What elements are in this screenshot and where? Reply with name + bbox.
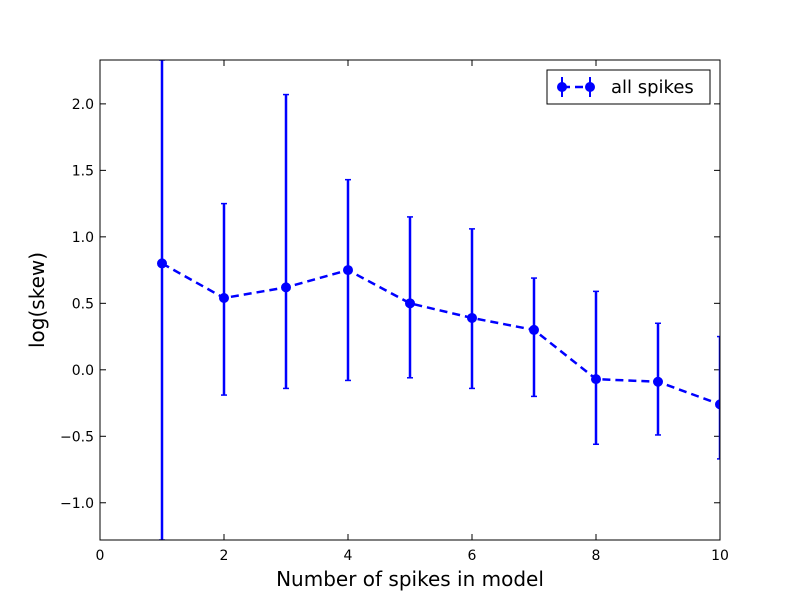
data-point xyxy=(591,374,601,385)
data-point xyxy=(343,265,353,276)
legend-marker-left xyxy=(557,82,567,92)
x-tick-label: 0 xyxy=(96,548,105,564)
y-tick-label: 2.0 xyxy=(72,97,94,113)
x-tick-label: 8 xyxy=(592,548,601,564)
x-tick-label: 6 xyxy=(468,548,477,564)
x-axis-ticks: 0 2 4 6 8 10 xyxy=(96,60,729,564)
x-tick-label: 10 xyxy=(711,548,729,564)
data-point xyxy=(653,376,663,387)
data-point xyxy=(281,282,291,293)
x-tick-label: 4 xyxy=(344,548,353,564)
y-tick-label: −1.0 xyxy=(60,496,94,512)
data-point xyxy=(405,298,415,309)
data-point xyxy=(529,324,539,335)
data-points xyxy=(157,258,720,410)
y-tick-label: 0.5 xyxy=(72,296,94,312)
legend: all spikes xyxy=(546,69,711,105)
x-axis-label: Number of spikes in model xyxy=(276,567,544,591)
series-line xyxy=(161,262,720,406)
error-bars xyxy=(159,60,720,540)
y-axis-ticks: −1.0 −0.5 0.0 0.5 1.0 1.5 2.0 xyxy=(60,97,720,512)
axes-frame xyxy=(99,59,721,541)
y-tick-label: 1.0 xyxy=(72,230,94,246)
plot-area xyxy=(157,60,720,540)
y-axis-label: log(skew) xyxy=(25,252,49,348)
x-tick-label: 2 xyxy=(220,548,229,564)
data-point xyxy=(467,312,477,323)
y-tick-label: −0.5 xyxy=(60,429,94,445)
legend-entry-all-spikes: all spikes xyxy=(611,77,694,98)
y-tick-label: 0.0 xyxy=(72,363,94,379)
data-point xyxy=(715,399,720,410)
data-point xyxy=(219,293,229,304)
legend-box xyxy=(546,69,711,105)
y-tick-label: 1.5 xyxy=(72,163,94,179)
legend-marker-right xyxy=(585,82,595,92)
data-point xyxy=(157,258,167,269)
